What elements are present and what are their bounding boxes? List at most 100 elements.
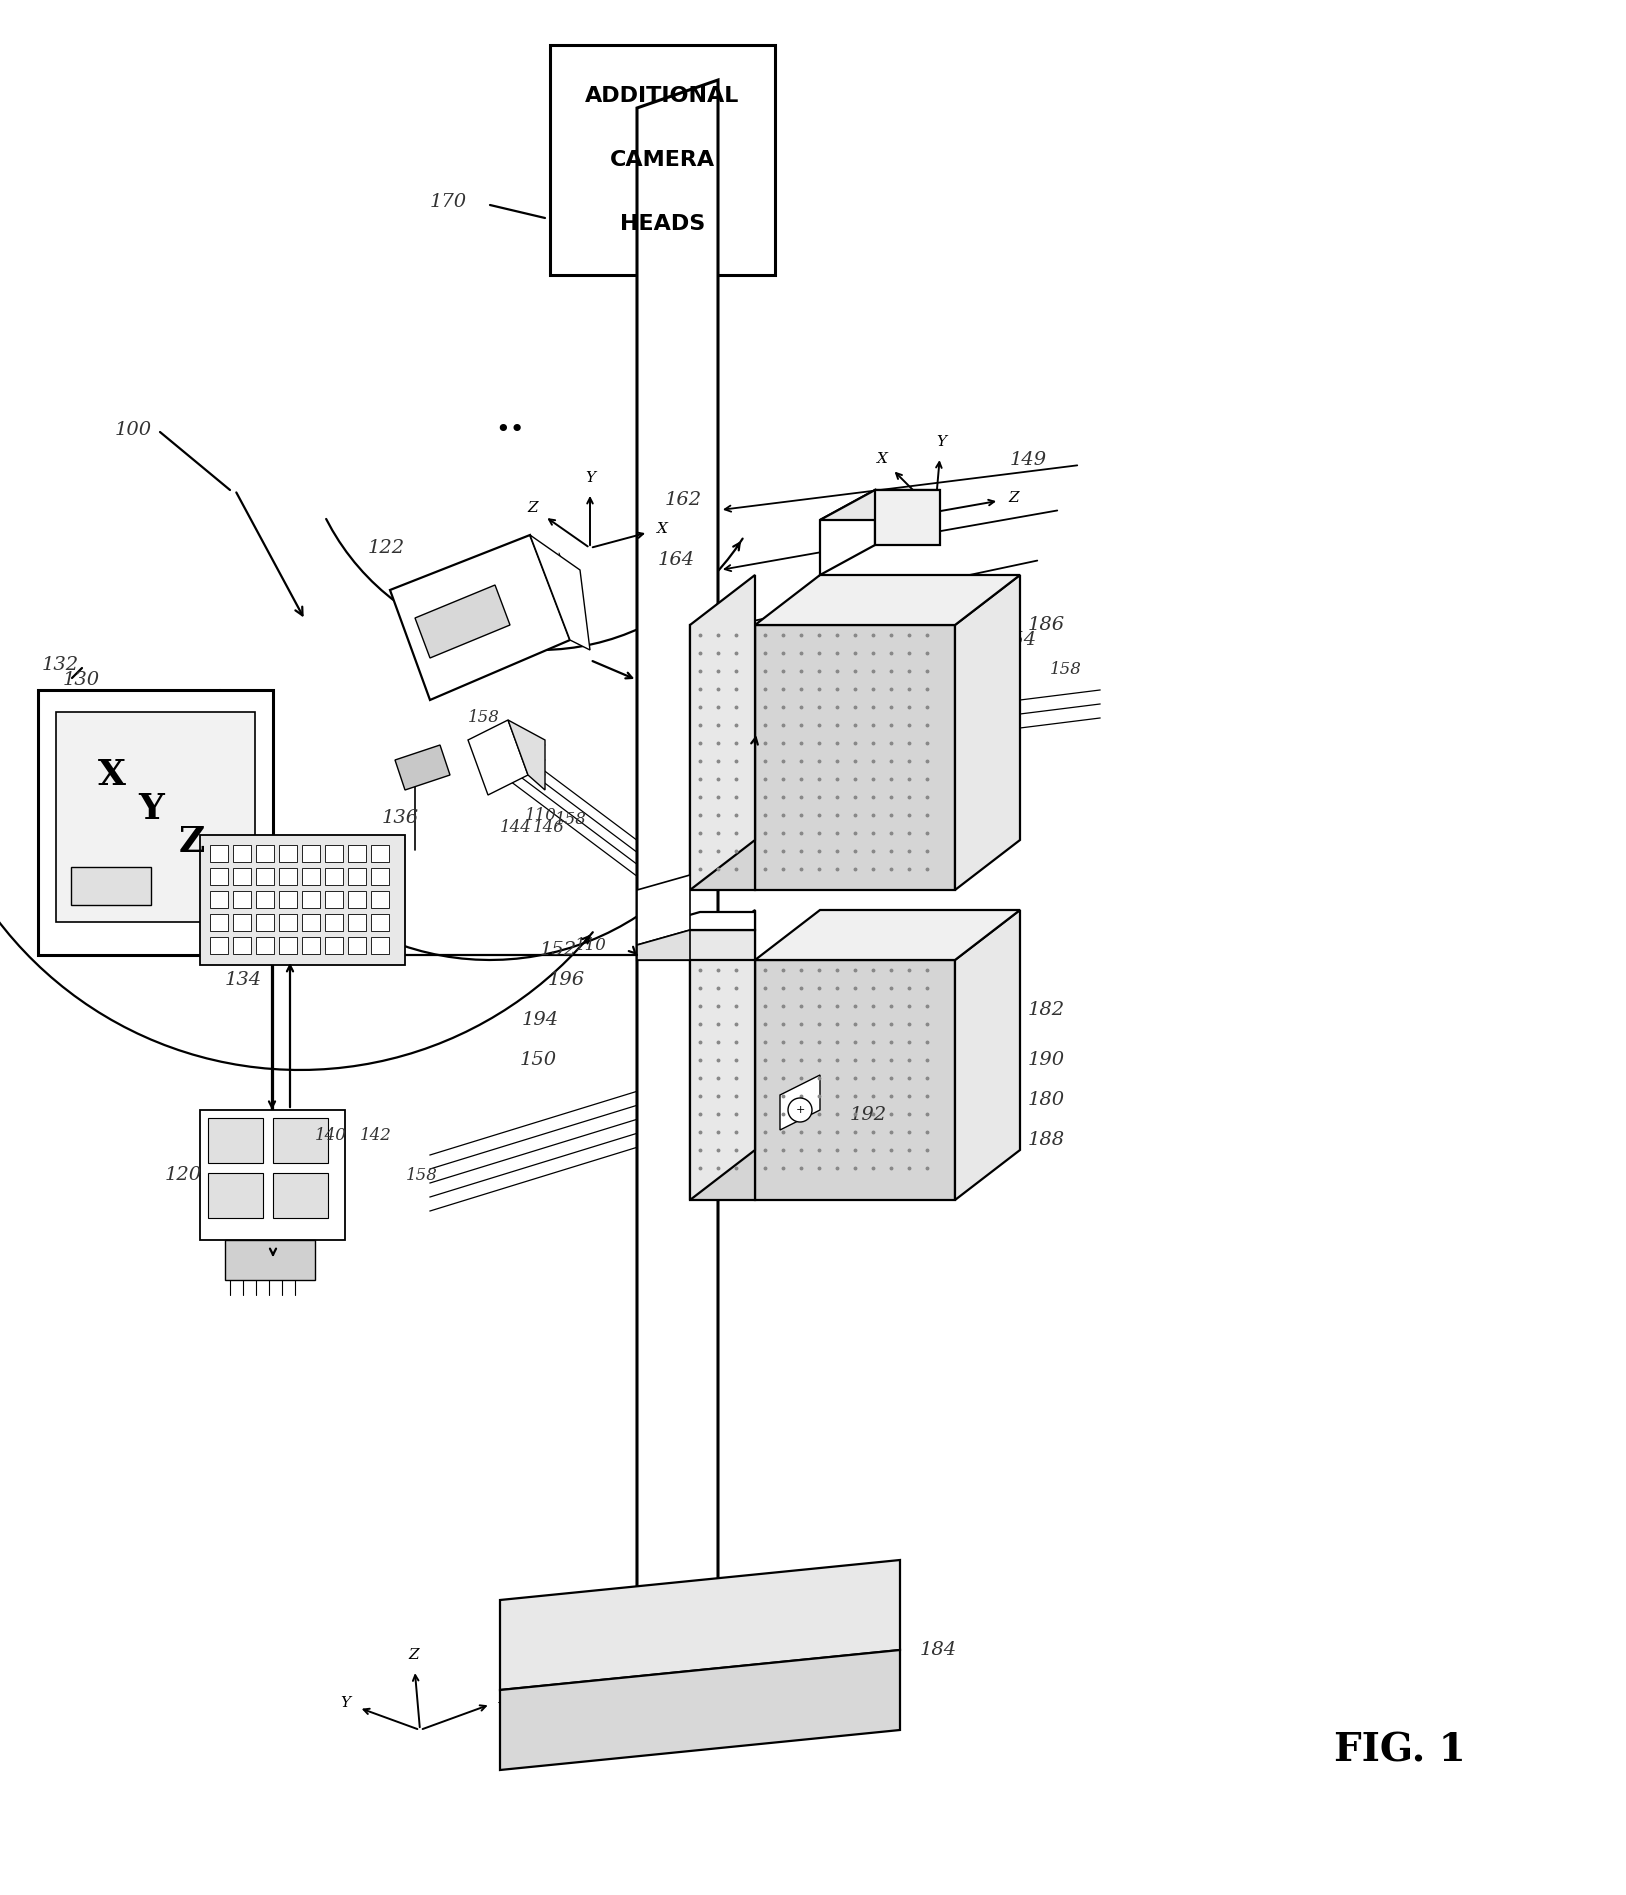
Text: 136: 136 [382,809,420,826]
Bar [210,891,228,908]
Text: 122: 122 [367,538,405,557]
Polygon shape [507,720,545,790]
Text: 170: 170 [429,193,467,210]
Bar [55,713,255,923]
Bar [371,936,389,953]
Text: Z: Z [179,824,205,858]
Text: 186: 186 [1028,616,1065,635]
Circle shape [789,1097,811,1122]
Bar [280,845,298,862]
Text: X: X [499,1692,511,1706]
Text: 110: 110 [525,807,556,824]
Polygon shape [395,745,450,790]
Text: 149: 149 [1010,451,1047,468]
Text: 154: 154 [1000,631,1037,648]
Bar [348,868,366,885]
Bar [302,913,320,930]
Bar [302,936,320,953]
Text: 196: 196 [548,970,585,989]
Text: 192: 192 [850,1107,888,1124]
Bar [689,961,754,1200]
Text: X: X [98,758,125,792]
Text: 158: 158 [406,1167,437,1184]
Text: +: + [795,1105,805,1114]
Bar [302,845,320,862]
Polygon shape [754,910,1020,961]
Polygon shape [501,1651,901,1770]
Text: ADDITIONAL: ADDITIONAL [585,85,740,106]
Bar [208,1173,263,1218]
Bar [348,845,366,862]
Bar [255,845,275,862]
Text: 158: 158 [1050,661,1081,678]
Text: 120: 120 [164,1165,202,1184]
Polygon shape [468,720,528,796]
Polygon shape [954,574,1020,891]
Text: 132: 132 [42,656,80,675]
Text: Y: Y [138,792,164,826]
Polygon shape [637,911,754,930]
Bar [302,868,320,885]
Bar [210,936,228,953]
Polygon shape [637,875,689,946]
Polygon shape [820,491,940,519]
Polygon shape [637,930,754,961]
Polygon shape [780,1074,820,1129]
Bar [273,1173,328,1218]
Text: HEADS: HEADS [620,214,706,235]
Text: 100: 100 [115,421,153,440]
Polygon shape [637,930,689,961]
Bar [325,891,343,908]
Bar [302,891,320,908]
Bar [273,1118,328,1164]
Bar [255,891,275,908]
Bar [233,913,250,930]
Polygon shape [875,491,940,546]
Bar [371,868,389,885]
Text: 182: 182 [1028,1001,1065,1020]
Polygon shape [954,910,1020,1200]
Text: 164: 164 [659,551,696,568]
Bar [233,845,250,862]
Text: X: X [876,453,888,466]
Text: 188: 188 [1028,1131,1065,1148]
Bar [280,936,298,953]
Bar [233,891,250,908]
Polygon shape [415,586,511,658]
Bar [210,868,228,885]
Text: 162: 162 [665,491,702,510]
Text: X: X [657,521,668,536]
Text: 180: 180 [1028,1092,1065,1109]
Text: FIG. 1: FIG. 1 [1333,1730,1467,1770]
Text: 134: 134 [224,970,262,989]
Polygon shape [689,574,754,891]
Bar [371,845,389,862]
Bar [233,868,250,885]
Bar [325,868,343,885]
Bar [233,936,250,953]
Text: 150: 150 [520,1052,558,1069]
Text: Z: Z [1008,491,1020,506]
Bar [348,891,366,908]
Bar [371,891,389,908]
Bar [210,845,228,862]
Polygon shape [530,534,590,650]
Bar [325,845,343,862]
Text: Y: Y [937,436,946,449]
Text: 184: 184 [920,1641,958,1658]
Bar [754,961,954,1200]
Text: 142: 142 [359,1126,392,1143]
Bar [280,868,298,885]
Polygon shape [754,574,1020,625]
Text: Z: Z [527,500,538,515]
Bar [224,1239,315,1279]
Text: 146: 146 [533,819,564,836]
Bar [348,936,366,953]
Text: 158: 158 [468,709,499,726]
Text: 158: 158 [554,811,587,828]
Text: CAMERA: CAMERA [610,150,715,171]
Bar [348,913,366,930]
Bar [255,936,275,953]
Text: 140: 140 [315,1126,346,1143]
Bar [37,690,273,955]
